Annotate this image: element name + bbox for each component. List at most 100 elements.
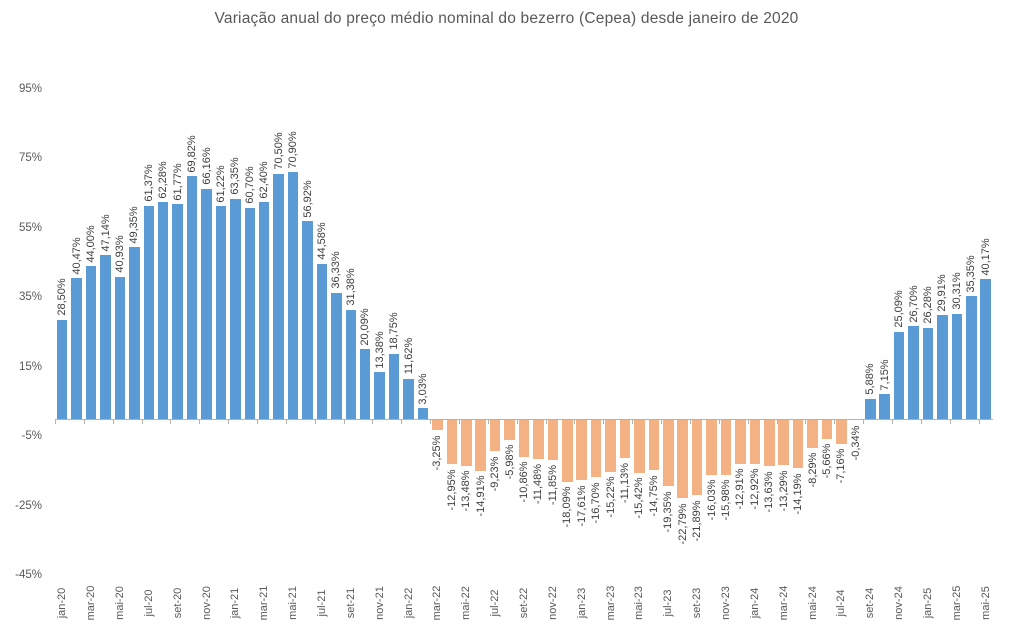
- bar-jan-24: [749, 419, 761, 464]
- axis-tick-mark: [863, 419, 865, 424]
- axis-tick-mark: [920, 419, 922, 424]
- y-tick-label: -45%: [15, 569, 42, 582]
- data-label: -5,98%: [503, 444, 516, 480]
- x-tick-label: set-23: [691, 587, 704, 619]
- data-label: -15,22%: [604, 476, 617, 518]
- bar-jul-23: [663, 419, 674, 487]
- axis-tick-mark: [372, 419, 374, 424]
- data-label: -16,03%: [705, 479, 718, 521]
- data-label: 20,09%: [359, 307, 372, 346]
- data-label: 44,58%: [315, 222, 328, 261]
- data-label: 49,35%: [128, 206, 141, 244]
- bar-out-20: [186, 176, 198, 419]
- data-label: 29,91%: [936, 273, 949, 312]
- data-label: 60,70%: [243, 166, 256, 205]
- x-tick-label: mar-24: [777, 585, 790, 621]
- axis-tick-mark: [459, 419, 461, 424]
- x-tick-label: jul-23: [662, 589, 675, 617]
- bar-jul-22: [489, 419, 501, 452]
- data-label: 28,50%: [56, 278, 69, 317]
- data-label: 56,92%: [301, 179, 314, 218]
- x-tick-label: mar-25: [950, 585, 963, 621]
- x-tick-label: mai-20: [113, 586, 126, 620]
- x-tick-label: jul-22: [489, 589, 502, 617]
- axis-tick-mark: [343, 419, 345, 424]
- bar-abr-21: [273, 173, 284, 419]
- data-label: -11,48%: [532, 463, 545, 504]
- data-label: -0,34%: [849, 425, 862, 461]
- data-label: 63,35%: [229, 157, 242, 195]
- axis-tick-mark: [978, 419, 980, 424]
- bar-mai-20: [114, 276, 126, 419]
- bar-abr-25: [966, 296, 977, 419]
- bar-out-21: [359, 349, 371, 419]
- data-label: -18,09%: [561, 486, 574, 528]
- bar-jan-23: [576, 419, 587, 481]
- axis-tick-mark: [401, 419, 403, 424]
- axis-tick-mark: [141, 419, 143, 424]
- bar-abr-24: [792, 419, 804, 469]
- data-label: -8,29%: [806, 452, 819, 488]
- bar-mar-23: [605, 419, 616, 472]
- axis-tick-mark: [55, 419, 56, 424]
- data-label: -14,75%: [647, 475, 660, 517]
- data-label: 44,00%: [85, 224, 98, 263]
- bar-set-23: [691, 419, 703, 496]
- bar-mar-22: [432, 419, 443, 431]
- x-tick-label: jan-21: [229, 587, 242, 619]
- x-tick-label: mar-22: [431, 585, 444, 621]
- data-label: -11,13%: [618, 462, 631, 503]
- x-tick-label: mai-24: [806, 586, 819, 620]
- bar-set-22: [518, 419, 530, 457]
- data-label: 47,14%: [99, 213, 112, 252]
- data-label: 36,33%: [330, 251, 343, 289]
- x-tick-label: nov-23: [719, 586, 732, 620]
- data-label: -17,61%: [575, 485, 588, 527]
- data-label: 25,09%: [893, 290, 906, 328]
- data-label: -15,42%: [633, 477, 646, 519]
- x-tick-label: jul-20: [142, 589, 155, 617]
- data-label: 26,28%: [922, 286, 934, 324]
- x-tick-label: jan-25: [922, 587, 934, 619]
- data-label: -19,35%: [662, 491, 675, 533]
- data-label: -10,86%: [517, 461, 530, 503]
- bar-jul-21: [316, 263, 328, 419]
- bar-set-20: [172, 204, 183, 419]
- axis-tick-mark: [689, 419, 691, 424]
- data-label: 5,88%: [864, 363, 877, 395]
- data-label: 31,38%: [344, 268, 357, 307]
- data-label: 69,82%: [186, 135, 199, 173]
- data-label: -13,48%: [460, 470, 473, 512]
- x-tick-label: jan-20: [56, 587, 69, 619]
- data-label: 35,35%: [965, 254, 978, 293]
- data-label: 61,37%: [142, 164, 155, 202]
- bar-jan-20: [56, 319, 68, 419]
- bar-fev-22: [417, 408, 429, 419]
- axis-tick-mark: [949, 419, 951, 424]
- bar-mai-22: [461, 419, 472, 466]
- data-label: 61,22%: [214, 164, 227, 203]
- bar-ago-21: [331, 292, 342, 419]
- bar-mai-25: [980, 279, 991, 419]
- data-label: 11,62%: [402, 337, 415, 375]
- data-label: -22,79%: [676, 503, 689, 545]
- x-tick-label: jan-24: [748, 587, 761, 619]
- bar-dez-24: [908, 326, 919, 419]
- axis-tick-mark: [487, 419, 489, 424]
- bar-mai-24: [807, 419, 818, 448]
- data-label: 62,40%: [258, 160, 271, 199]
- bar-mar-20: [85, 266, 97, 419]
- axis-tick-mark: [430, 419, 432, 424]
- data-label: 3,03%: [416, 373, 429, 405]
- x-axis-line: [55, 419, 993, 420]
- x-tick-label: mar-20: [85, 585, 98, 621]
- data-label: -9,23%: [489, 456, 502, 492]
- x-tick-label: mar-21: [258, 585, 271, 621]
- bar-out-23: [706, 419, 717, 475]
- bar-dez-22: [562, 419, 573, 482]
- chart-title: Variação anual do preço médio nominal do…: [214, 10, 799, 27]
- axis-tick-mark: [574, 419, 576, 424]
- bar-ago-22: [504, 419, 515, 440]
- axis-tick-mark: [747, 419, 749, 424]
